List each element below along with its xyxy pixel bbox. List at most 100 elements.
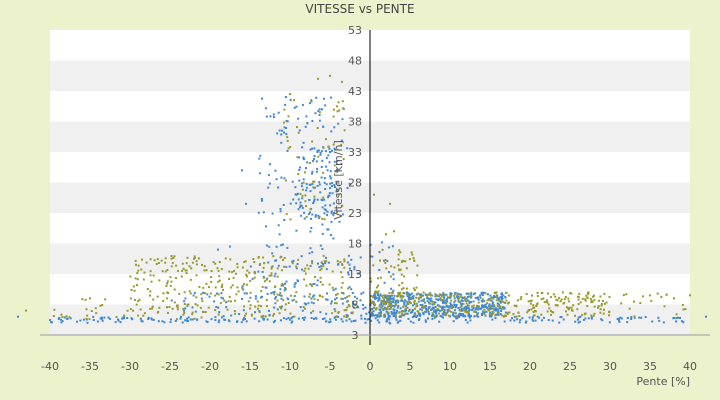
- data-point: [336, 193, 339, 196]
- data-point: [329, 182, 332, 185]
- data-point: [378, 295, 381, 298]
- data-point: [580, 314, 583, 317]
- data-point: [332, 289, 335, 292]
- data-point: [94, 307, 97, 310]
- data-point: [311, 262, 314, 265]
- data-point: [233, 310, 236, 312]
- data-point: [309, 208, 312, 211]
- data-point: [421, 303, 424, 306]
- data-point: [241, 285, 244, 288]
- data-point: [272, 113, 275, 116]
- data-point: [200, 316, 203, 319]
- data-point: [162, 300, 165, 302]
- data-point: [223, 318, 226, 321]
- data-point: [471, 308, 474, 311]
- data-point: [231, 271, 234, 274]
- data-point: [507, 311, 510, 314]
- data-point: [321, 199, 323, 202]
- data-point: [585, 294, 588, 297]
- data-point: [416, 302, 418, 305]
- data-point: [319, 295, 322, 298]
- data-point: [183, 291, 186, 294]
- data-point: [485, 310, 488, 313]
- data-point: [323, 177, 326, 180]
- data-point: [506, 313, 509, 316]
- data-point: [327, 145, 330, 148]
- data-point: [305, 186, 308, 189]
- data-point: [296, 126, 298, 129]
- data-point: [289, 98, 292, 101]
- data-point: [140, 268, 143, 271]
- data-point: [391, 294, 393, 297]
- data-point: [236, 320, 238, 323]
- data-point: [403, 302, 406, 304]
- x-tick-label: -35: [81, 360, 99, 373]
- data-point: [259, 154, 262, 157]
- data-point: [302, 141, 305, 144]
- data-point: [138, 298, 141, 301]
- data-point: [385, 233, 387, 236]
- data-point: [430, 297, 433, 300]
- data-point: [449, 302, 452, 305]
- data-point: [226, 308, 229, 311]
- data-point: [88, 318, 91, 321]
- data-point: [271, 252, 274, 255]
- data-point: [383, 294, 385, 297]
- data-point: [577, 316, 580, 319]
- data-point: [185, 262, 188, 265]
- data-point: [221, 283, 224, 286]
- data-point: [156, 258, 159, 261]
- data-point: [482, 311, 485, 314]
- data-point: [334, 298, 336, 301]
- data-point: [602, 312, 605, 315]
- data-point: [305, 189, 308, 192]
- data-point: [325, 256, 327, 259]
- data-point: [446, 308, 449, 311]
- data-point: [388, 300, 390, 303]
- data-point: [379, 276, 382, 279]
- data-point: [215, 306, 218, 308]
- data-point: [492, 307, 494, 310]
- data-point: [572, 304, 575, 307]
- data-point: [481, 305, 484, 308]
- data-point: [149, 290, 152, 293]
- data-point: [257, 304, 260, 307]
- data-point: [383, 281, 386, 284]
- data-point: [325, 165, 328, 168]
- data-point: [195, 296, 198, 299]
- data-point: [264, 315, 267, 318]
- data-point: [388, 301, 391, 304]
- data-point: [470, 295, 473, 298]
- data-point: [237, 290, 240, 293]
- data-point: [689, 294, 691, 297]
- data-point: [450, 310, 453, 313]
- data-point: [673, 317, 675, 319]
- data-point: [282, 243, 284, 246]
- data-point: [513, 319, 516, 322]
- data-point: [168, 306, 171, 308]
- data-point: [390, 312, 393, 315]
- data-point: [625, 293, 628, 296]
- data-point: [457, 297, 460, 300]
- data-point: [453, 294, 456, 297]
- data-point: [435, 295, 438, 298]
- data-point: [567, 300, 570, 303]
- data-point: [619, 316, 622, 319]
- data-point: [217, 248, 219, 251]
- data-point: [333, 147, 336, 150]
- data-point: [411, 316, 414, 319]
- data-point: [383, 259, 385, 262]
- data-point: [333, 126, 336, 129]
- data-point: [584, 317, 587, 320]
- data-point: [433, 316, 436, 319]
- data-point: [300, 214, 303, 217]
- data-point: [375, 308, 378, 311]
- data-point: [326, 292, 328, 295]
- data-point: [303, 211, 306, 214]
- data-point: [348, 182, 351, 185]
- data-point: [336, 260, 339, 263]
- data-point: [480, 299, 483, 302]
- data-point: [283, 108, 286, 111]
- data-point: [376, 314, 379, 317]
- data-point: [453, 297, 456, 300]
